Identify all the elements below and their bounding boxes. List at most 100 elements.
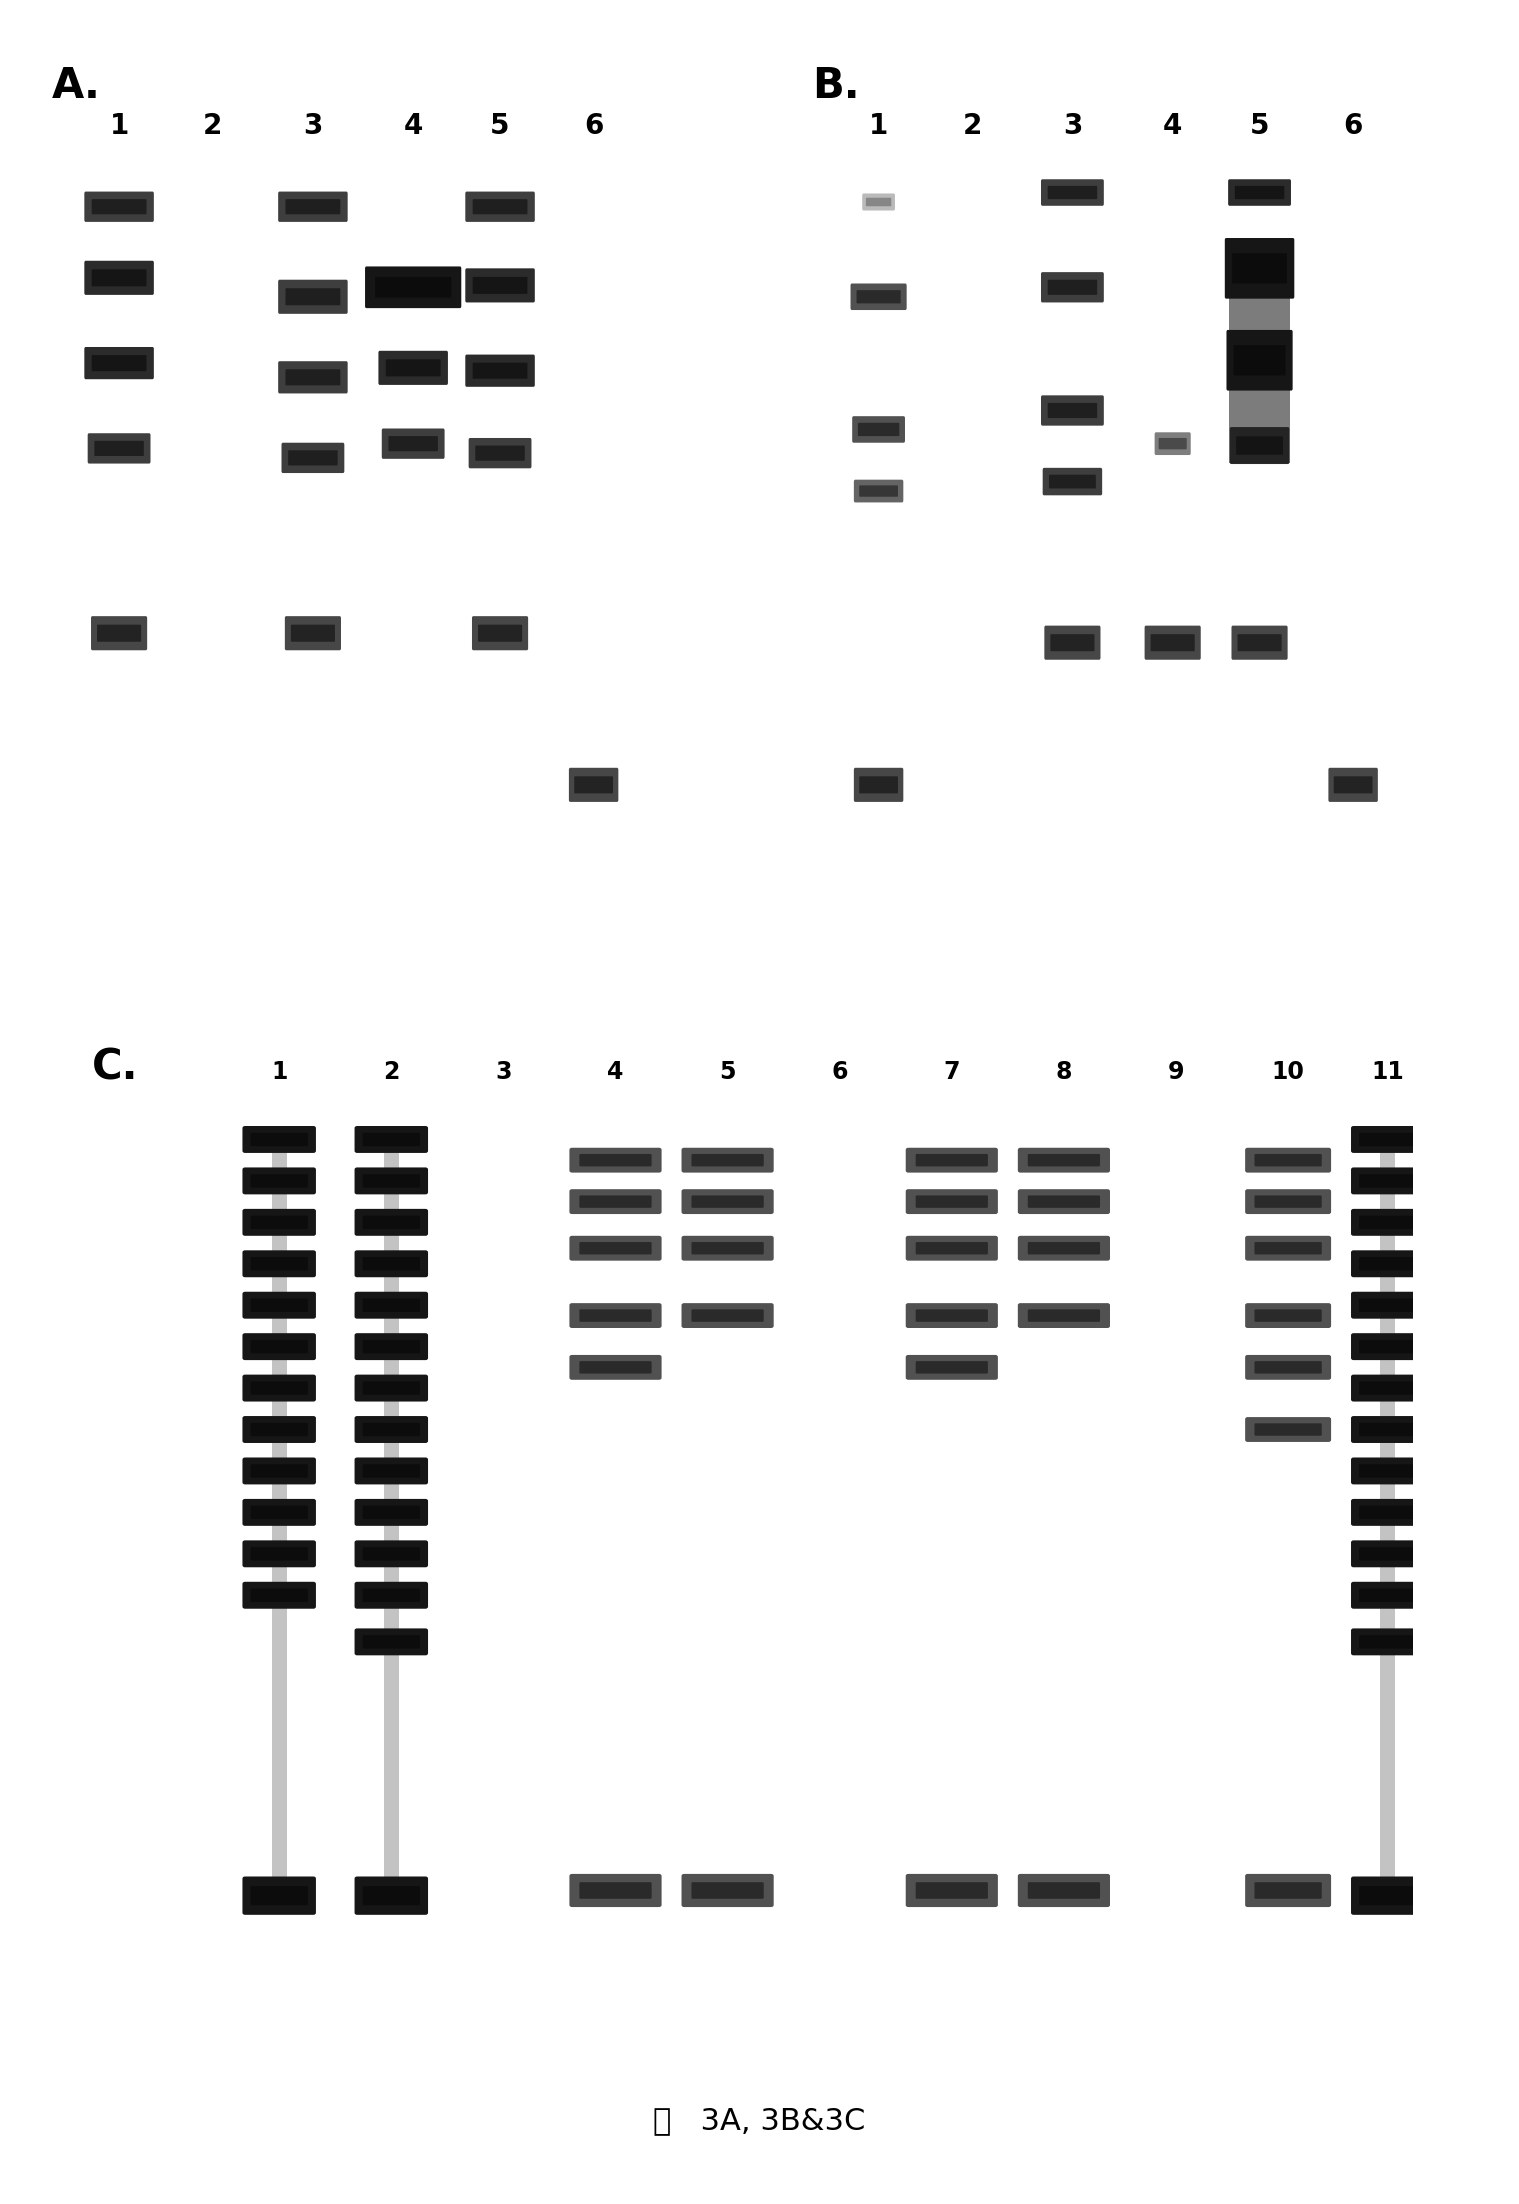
FancyBboxPatch shape (691, 1309, 764, 1322)
FancyBboxPatch shape (281, 443, 345, 474)
FancyBboxPatch shape (363, 1298, 419, 1311)
FancyBboxPatch shape (389, 436, 437, 452)
FancyBboxPatch shape (251, 1424, 308, 1437)
FancyBboxPatch shape (1041, 179, 1104, 205)
Text: 1: 1 (270, 1060, 287, 1084)
FancyBboxPatch shape (1350, 1499, 1425, 1525)
FancyBboxPatch shape (1360, 1175, 1416, 1188)
FancyBboxPatch shape (1041, 271, 1104, 302)
FancyBboxPatch shape (570, 767, 618, 802)
FancyBboxPatch shape (243, 1333, 316, 1360)
FancyBboxPatch shape (1255, 1309, 1322, 1322)
FancyBboxPatch shape (1360, 1256, 1416, 1270)
FancyBboxPatch shape (354, 1499, 428, 1525)
Text: 2: 2 (963, 112, 981, 141)
FancyBboxPatch shape (1235, 185, 1284, 198)
FancyBboxPatch shape (251, 1887, 308, 1904)
FancyBboxPatch shape (365, 267, 462, 309)
FancyBboxPatch shape (1255, 1195, 1322, 1208)
FancyBboxPatch shape (1246, 1236, 1331, 1261)
FancyBboxPatch shape (1226, 331, 1293, 390)
FancyBboxPatch shape (1028, 1309, 1100, 1322)
FancyBboxPatch shape (570, 1148, 662, 1173)
FancyBboxPatch shape (1028, 1195, 1100, 1208)
FancyBboxPatch shape (1145, 626, 1200, 659)
FancyBboxPatch shape (579, 1882, 652, 1900)
Text: 8: 8 (1056, 1060, 1072, 1084)
FancyBboxPatch shape (85, 346, 153, 379)
FancyBboxPatch shape (682, 1190, 773, 1214)
FancyBboxPatch shape (1041, 395, 1104, 425)
FancyBboxPatch shape (290, 624, 336, 641)
FancyBboxPatch shape (905, 1355, 998, 1380)
FancyBboxPatch shape (1236, 436, 1284, 454)
FancyBboxPatch shape (905, 1303, 998, 1329)
FancyBboxPatch shape (905, 1873, 998, 1906)
FancyBboxPatch shape (465, 269, 535, 302)
FancyBboxPatch shape (251, 1505, 308, 1519)
FancyBboxPatch shape (579, 1195, 652, 1208)
Text: 4: 4 (404, 112, 422, 141)
FancyBboxPatch shape (243, 1415, 316, 1444)
Text: A.: A. (52, 64, 102, 106)
Bar (384, 1139, 399, 1895)
FancyBboxPatch shape (243, 1541, 316, 1567)
FancyBboxPatch shape (579, 1309, 652, 1322)
FancyBboxPatch shape (860, 485, 898, 496)
FancyBboxPatch shape (579, 1362, 652, 1373)
FancyBboxPatch shape (579, 1155, 652, 1166)
Text: 图   3A, 3B&3C: 图 3A, 3B&3C (653, 2105, 866, 2136)
FancyBboxPatch shape (243, 1499, 316, 1525)
FancyBboxPatch shape (354, 1582, 428, 1609)
FancyBboxPatch shape (1329, 767, 1378, 802)
FancyBboxPatch shape (1042, 467, 1103, 496)
FancyBboxPatch shape (286, 198, 340, 214)
Text: 2: 2 (383, 1060, 399, 1084)
FancyBboxPatch shape (85, 192, 153, 223)
FancyBboxPatch shape (363, 1382, 419, 1395)
FancyBboxPatch shape (243, 1292, 316, 1318)
FancyBboxPatch shape (251, 1547, 308, 1560)
FancyBboxPatch shape (88, 434, 150, 463)
Text: 5: 5 (720, 1060, 735, 1084)
FancyBboxPatch shape (1232, 626, 1288, 659)
FancyBboxPatch shape (1018, 1190, 1110, 1214)
FancyBboxPatch shape (286, 617, 340, 650)
FancyBboxPatch shape (278, 280, 348, 313)
FancyBboxPatch shape (378, 350, 448, 386)
Text: 3: 3 (1063, 112, 1082, 141)
FancyBboxPatch shape (251, 1217, 308, 1230)
FancyBboxPatch shape (278, 192, 348, 223)
FancyBboxPatch shape (475, 445, 524, 461)
FancyBboxPatch shape (905, 1148, 998, 1173)
FancyBboxPatch shape (1050, 635, 1095, 650)
Text: 6: 6 (583, 112, 603, 141)
FancyBboxPatch shape (1246, 1148, 1331, 1173)
FancyBboxPatch shape (1350, 1457, 1425, 1485)
FancyBboxPatch shape (1255, 1882, 1322, 1900)
FancyBboxPatch shape (1045, 626, 1100, 659)
FancyBboxPatch shape (1350, 1876, 1425, 1915)
FancyBboxPatch shape (1334, 776, 1373, 793)
FancyBboxPatch shape (363, 1547, 419, 1560)
FancyBboxPatch shape (1018, 1148, 1110, 1173)
FancyBboxPatch shape (857, 291, 901, 304)
FancyBboxPatch shape (1048, 403, 1097, 419)
FancyBboxPatch shape (858, 423, 899, 436)
FancyBboxPatch shape (916, 1882, 987, 1900)
FancyBboxPatch shape (354, 1208, 428, 1236)
FancyBboxPatch shape (472, 364, 527, 379)
Text: 10: 10 (1271, 1060, 1305, 1084)
FancyBboxPatch shape (1360, 1133, 1416, 1146)
FancyBboxPatch shape (243, 1375, 316, 1402)
FancyBboxPatch shape (1230, 428, 1290, 465)
FancyBboxPatch shape (251, 1382, 308, 1395)
FancyBboxPatch shape (866, 198, 892, 207)
FancyBboxPatch shape (97, 624, 141, 641)
FancyBboxPatch shape (363, 1340, 419, 1353)
Text: C.: C. (93, 1047, 138, 1089)
FancyBboxPatch shape (691, 1195, 764, 1208)
FancyBboxPatch shape (1018, 1236, 1110, 1261)
Text: 3: 3 (304, 112, 322, 141)
FancyBboxPatch shape (682, 1873, 773, 1906)
